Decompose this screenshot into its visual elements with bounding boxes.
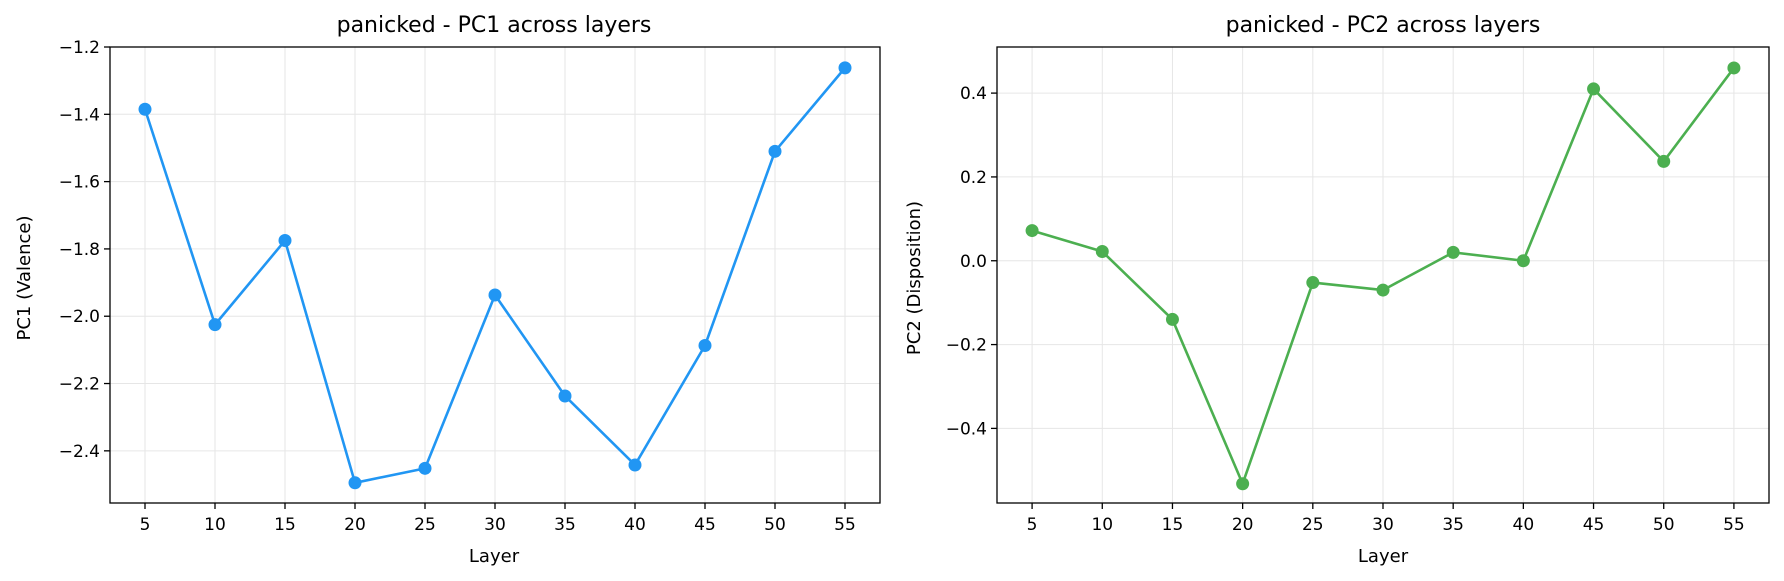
pc1-data-point	[278, 234, 292, 248]
pc1-y-tick-label: −1.6	[59, 173, 100, 193]
pc1-x-tick-label: 55	[834, 515, 856, 535]
pc1-y-tick-label: −1.4	[59, 105, 100, 125]
pc1-y-tick-label: −1.2	[59, 38, 100, 58]
pc1-data-point	[138, 102, 152, 116]
pc1-y-tick-label: −1.8	[59, 240, 100, 260]
pc2-data-point	[1165, 312, 1179, 326]
pc1-chart-title: panicked - PC1 across layers	[337, 13, 652, 38]
pc1-data-point	[698, 339, 712, 353]
pc1-data-point	[418, 461, 432, 475]
pc2-data-point	[1095, 245, 1109, 259]
pc1-data-point	[628, 458, 642, 472]
pc2-series	[1025, 61, 1741, 491]
pc2-plot-frame	[996, 46, 1770, 504]
pc2-y-tick-label: 0.2	[960, 168, 987, 188]
pc1-x-tick-label: 25	[414, 515, 436, 535]
pc2-data-point	[1727, 61, 1741, 75]
pc2-y-tick-label: −0.2	[946, 336, 987, 356]
pc1-x-axis-label: Layer	[469, 546, 520, 567]
pc2-data-point	[1376, 283, 1390, 297]
pc2-data-point	[1236, 477, 1250, 491]
pc2-data-point	[1516, 254, 1530, 268]
pc1-x-tick-label: 45	[694, 515, 716, 535]
pc1-x-tick-label: 30	[484, 515, 506, 535]
pc1-y-ticks: −1.2 −1.4 −1.6 −1.8 −2.0 −2.2 −2.4	[59, 38, 110, 462]
pc1-y-tick-label: −2.4	[59, 442, 100, 462]
pc2-data-point	[1306, 276, 1320, 290]
pc2-x-tick-label: 55	[1723, 515, 1745, 535]
pc2-x-tick-label: 50	[1653, 515, 1675, 535]
pc2-x-grid	[1031, 47, 1735, 503]
pc2-y-tick-label: −0.4	[946, 419, 987, 439]
pc2-x-axis-label: Layer	[1358, 546, 1409, 567]
pc2-data-point	[1025, 224, 1039, 238]
pc2-x-tick-label: 45	[1583, 515, 1605, 535]
pc1-series	[138, 61, 852, 490]
pc2-y-tick-label: 0.4	[960, 84, 987, 104]
pc2-x-tick-label: 40	[1513, 515, 1535, 535]
pc1-x-tick-label: 40	[624, 515, 646, 535]
pc1-x-tick-label: 15	[274, 515, 296, 535]
pc1-data-point	[558, 389, 572, 403]
pc2-data-point	[1446, 245, 1460, 259]
pc1-y-tick-label: −2.0	[59, 307, 100, 327]
pc1-x-tick-label: 50	[764, 515, 786, 535]
pc2-x-ticks: 5 10 15 20 25 30 35 40 45 50 55	[1027, 503, 1745, 535]
pc2-y-grid	[997, 92, 1769, 429]
pc1-data-point	[348, 476, 362, 490]
pc1-x-grid	[144, 47, 846, 503]
pc2-y-axis-label: PC2 (Disposition)	[904, 201, 925, 355]
pc1-x-tick-label: 20	[344, 515, 366, 535]
pc1-panel: panicked - PC1 across layers Layer PC1 (…	[14, 13, 881, 567]
pc1-data-point	[208, 318, 222, 332]
pc1-data-point	[768, 144, 782, 158]
pc1-x-tick-label: 35	[554, 515, 576, 535]
pc2-x-tick-label: 35	[1442, 515, 1464, 535]
pc2-y-ticks: 0.4 0.2 0.0 −0.2 −0.4	[946, 84, 997, 439]
pc2-x-tick-label: 25	[1302, 515, 1324, 535]
pc2-x-tick-label: 15	[1162, 515, 1184, 535]
pc2-y-tick-label: 0.0	[960, 252, 987, 272]
pc1-x-tick-label: 5	[140, 515, 151, 535]
pc1-data-point	[838, 61, 852, 75]
pc2-x-tick-label: 5	[1027, 515, 1038, 535]
pc2-panel: panicked - PC2 across layers Layer PC2 (…	[904, 13, 1770, 567]
pc1-y-axis-label: PC1 (Valence)	[14, 215, 35, 340]
pc1-x-ticks: 5 10 15 20 25 30 35 40 45 50 55	[140, 503, 856, 535]
pc2-chart-title: panicked - PC2 across layers	[1226, 13, 1541, 38]
pc2-data-point	[1657, 154, 1671, 168]
pc1-y-tick-label: −2.2	[59, 375, 100, 395]
pc2-data-point	[1587, 82, 1601, 96]
pc2-x-tick-label: 10	[1091, 515, 1113, 535]
pc1-x-tick-label: 10	[204, 515, 226, 535]
pc2-x-tick-label: 30	[1372, 515, 1394, 535]
pc1-plot-frame	[109, 46, 881, 504]
pc2-x-tick-label: 20	[1232, 515, 1254, 535]
pc1-data-point	[488, 288, 502, 302]
